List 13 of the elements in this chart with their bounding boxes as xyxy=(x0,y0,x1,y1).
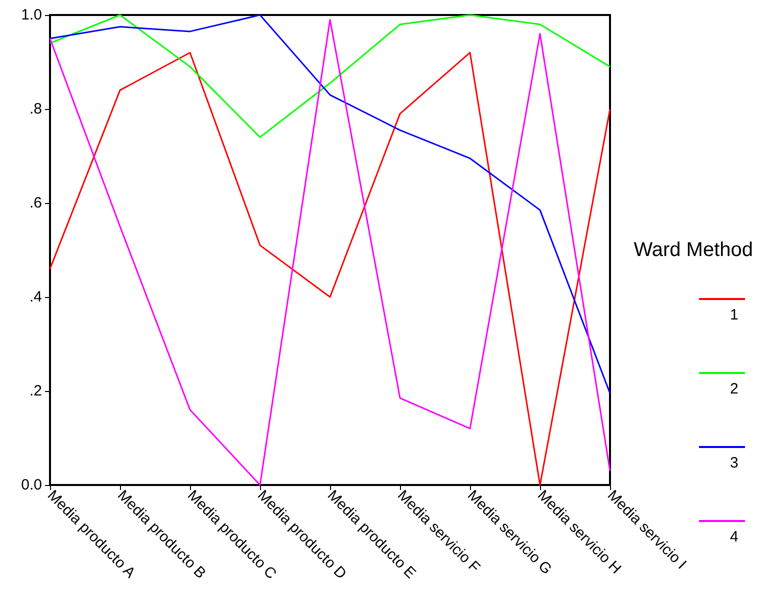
legend-label: 2 xyxy=(730,380,738,398)
y-tick-label: .8 xyxy=(29,100,42,118)
legend-title: Ward Method xyxy=(634,239,754,261)
y-tick-label: 0.0 xyxy=(21,476,42,494)
legend-label: 1 xyxy=(730,306,738,324)
legend-label: 4 xyxy=(730,528,738,546)
line-series xyxy=(49,14,611,138)
legend-label: 3 xyxy=(730,454,738,472)
y-tick-label: 1.0 xyxy=(21,6,42,24)
y-tick-label: .2 xyxy=(29,382,42,400)
line-series xyxy=(49,14,611,394)
y-tick-label: .4 xyxy=(29,288,42,306)
y-tick-label: .6 xyxy=(29,194,42,212)
